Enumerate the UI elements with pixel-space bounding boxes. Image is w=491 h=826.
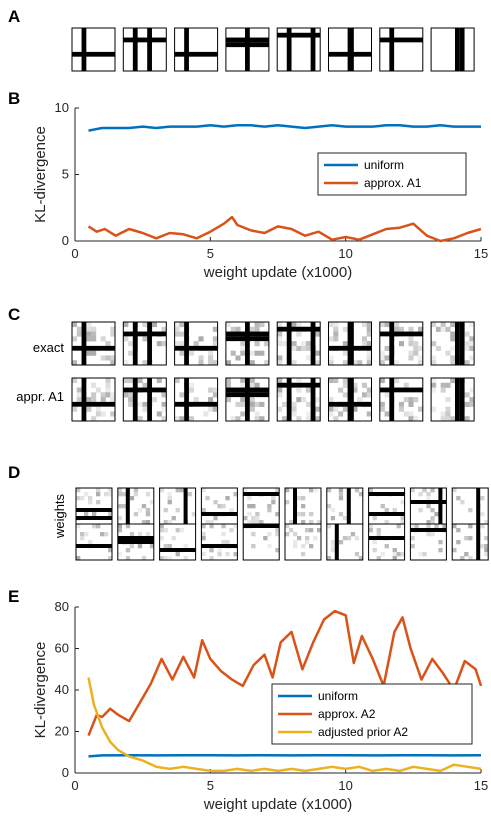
exact-image	[122, 321, 167, 366]
x-tick-label: 15	[474, 246, 488, 261]
y-tick-label: 40	[55, 682, 69, 697]
approx-a1-image	[71, 377, 116, 422]
exact-image	[379, 321, 424, 366]
weight-image	[451, 523, 489, 561]
weight-image	[200, 523, 238, 561]
x-tick-label: 0	[71, 778, 78, 793]
series-line	[88, 753, 482, 758]
approx-a1-image	[328, 377, 372, 422]
y-axis-label: KL-divergence	[32, 642, 49, 739]
legend-label: approx. A1	[364, 176, 422, 190]
row-label-exact: exact	[33, 340, 64, 355]
weight-image	[117, 487, 155, 525]
basis-image	[328, 27, 372, 72]
panel-e-letter: E	[8, 587, 19, 606]
panel-b-letter: B	[8, 89, 20, 108]
exact-image	[276, 321, 321, 366]
panel-d-weight-images	[75, 487, 489, 561]
weight-image	[368, 487, 406, 525]
basis-image	[379, 27, 424, 72]
legend-label: approx. A2	[318, 707, 376, 721]
exact-image	[225, 321, 270, 366]
y-tick-label: 80	[55, 599, 69, 614]
weight-image	[200, 487, 238, 525]
weight-image	[117, 523, 155, 561]
x-tick-label: 0	[71, 246, 78, 261]
weight-image	[75, 487, 113, 525]
chart-e: 0 5 10 15 0 20 40 60 80 weight update (x1000) KL-d…	[32, 599, 488, 813]
x-tick-label: 15	[474, 778, 488, 793]
series-line	[87, 677, 482, 773]
x-tick-label: 5	[207, 778, 214, 793]
y-tick-label: 60	[55, 641, 69, 656]
legend-box	[317, 152, 467, 196]
x-axis-label: weight update (x1000)	[203, 264, 352, 281]
y-axis-label: KL-divergence	[32, 126, 49, 223]
series-line	[87, 609, 483, 737]
basis-image	[225, 27, 270, 72]
approx-a1-image	[174, 377, 219, 422]
basis-image	[122, 27, 167, 72]
weight-image	[409, 523, 447, 561]
row-label-weights: weights	[52, 493, 67, 539]
weight-image	[284, 523, 322, 561]
weight-image	[451, 487, 489, 525]
weight-image	[284, 487, 322, 525]
weight-image	[326, 487, 364, 525]
panel-d-letter: D	[8, 463, 20, 482]
basis-image	[276, 27, 321, 72]
x-tick-label: 10	[338, 246, 352, 261]
weight-image	[242, 487, 280, 525]
series-line	[87, 215, 482, 243]
x-axis-label: weight update (x1000)	[203, 796, 352, 813]
weight-image	[368, 523, 406, 561]
exact-image	[328, 321, 372, 366]
legend-label: uniform	[318, 689, 358, 703]
x-tick-label: 10	[338, 778, 352, 793]
y-tick-label: 5	[62, 167, 69, 182]
basis-image	[71, 27, 116, 72]
approx-a1-image	[225, 377, 270, 422]
weight-image	[159, 487, 197, 525]
panel-a-letter: A	[8, 7, 20, 26]
x-tick-label: 5	[207, 246, 214, 261]
weight-image	[409, 487, 447, 525]
series-line	[88, 124, 481, 132]
panel-c-letter: C	[8, 305, 20, 324]
weight-image	[242, 523, 280, 561]
approx-a1-image	[379, 377, 424, 422]
weight-image	[75, 523, 113, 561]
exact-image	[430, 321, 475, 366]
row-label-approx-a1: appr. A1	[16, 389, 64, 404]
y-tick-label: 0	[62, 765, 69, 780]
chart-b: 0 5 10 15 0 5 10 weight update (x1000) KL-diverg…	[32, 100, 488, 281]
approx-a1-image	[122, 377, 167, 422]
y-tick-label: 0	[62, 233, 69, 248]
legend-label: adjusted prior A2	[318, 725, 408, 739]
panel-a-basis-images	[71, 27, 475, 72]
basis-image	[174, 27, 219, 72]
panel-c-images	[71, 321, 475, 422]
approx-a1-image	[276, 377, 321, 422]
exact-image	[71, 321, 116, 366]
weight-image	[326, 523, 364, 561]
y-tick-label: 10	[55, 100, 69, 115]
approx-a1-image	[430, 377, 475, 422]
legend-label: uniform	[364, 158, 404, 172]
exact-image	[174, 321, 219, 366]
y-tick-label: 20	[55, 724, 69, 739]
basis-image	[430, 27, 475, 72]
weight-image	[159, 523, 197, 561]
